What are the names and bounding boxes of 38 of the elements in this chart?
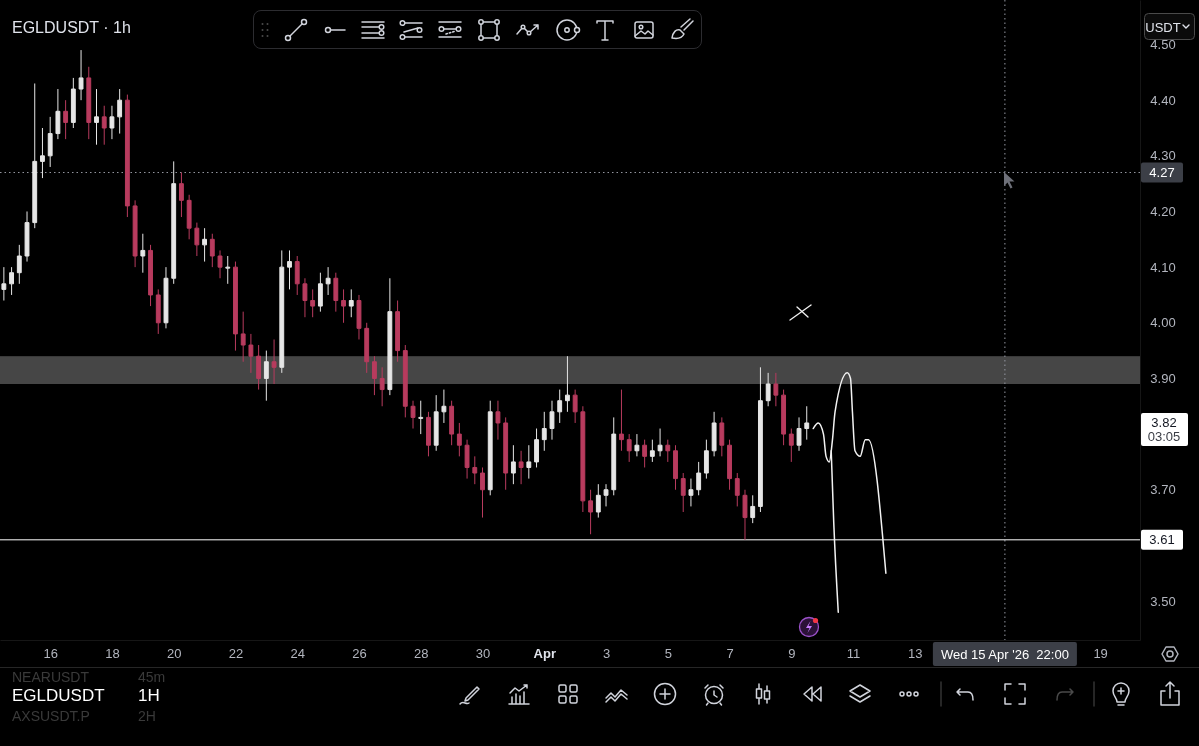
x-tick-label: 9 [788, 646, 796, 662]
x-tick-label: 11 [846, 646, 861, 662]
text: 2H [138, 708, 156, 724]
y-tick-label: 3.50 [1150, 593, 1176, 609]
text: EGLDUSDT · 1h [12, 18, 131, 36]
x-tick-label: 19 [1093, 646, 1108, 662]
y-tick-label: 4.20 [1150, 204, 1176, 220]
y-tick-label: 3.90 [1150, 371, 1176, 387]
text: 45m [138, 669, 166, 685]
x-tick-label: 28 [414, 646, 429, 662]
y-tick-label: 4.10 [1150, 259, 1176, 275]
y-tick-label: 4.50 [1150, 37, 1176, 53]
x-tick-label: 30 [475, 646, 491, 662]
x-tick-label: 13 [908, 646, 923, 662]
text: USDT [1145, 19, 1181, 35]
text: AXSUSDT.P [12, 708, 90, 724]
ref-line-label: 4.27 [1149, 165, 1175, 181]
y-tick-label: 4.40 [1150, 92, 1176, 108]
x-tick-label: Apr [533, 646, 556, 662]
y-tick-label: 4.30 [1150, 148, 1176, 164]
text: NEARUSDT [12, 669, 90, 685]
ref-line-label: Wed 15 Apr '26 22:00 [940, 646, 1069, 662]
x-tick-label: 26 [352, 646, 367, 662]
text: 03:05 [1147, 429, 1181, 445]
x-tick-label: 5 [664, 646, 672, 662]
ref-line-label: 3.61 [1149, 532, 1175, 548]
x-tick-label: 20 [166, 646, 182, 662]
text: EGLDUSDT [12, 685, 105, 705]
text: 1H [138, 685, 160, 705]
x-tick-label: 3 [602, 646, 611, 662]
x-tick-label: 18 [105, 646, 120, 662]
x-tick-label: 22 [228, 646, 244, 662]
y-tick-label: 3.70 [1150, 482, 1176, 498]
x-tick-label: 16 [43, 646, 58, 662]
x-tick-label: 7 [726, 646, 734, 662]
x-tick-label: 24 [290, 646, 305, 662]
text: 3.82 [1151, 415, 1177, 431]
y-tick-label: 4.00 [1150, 315, 1176, 331]
